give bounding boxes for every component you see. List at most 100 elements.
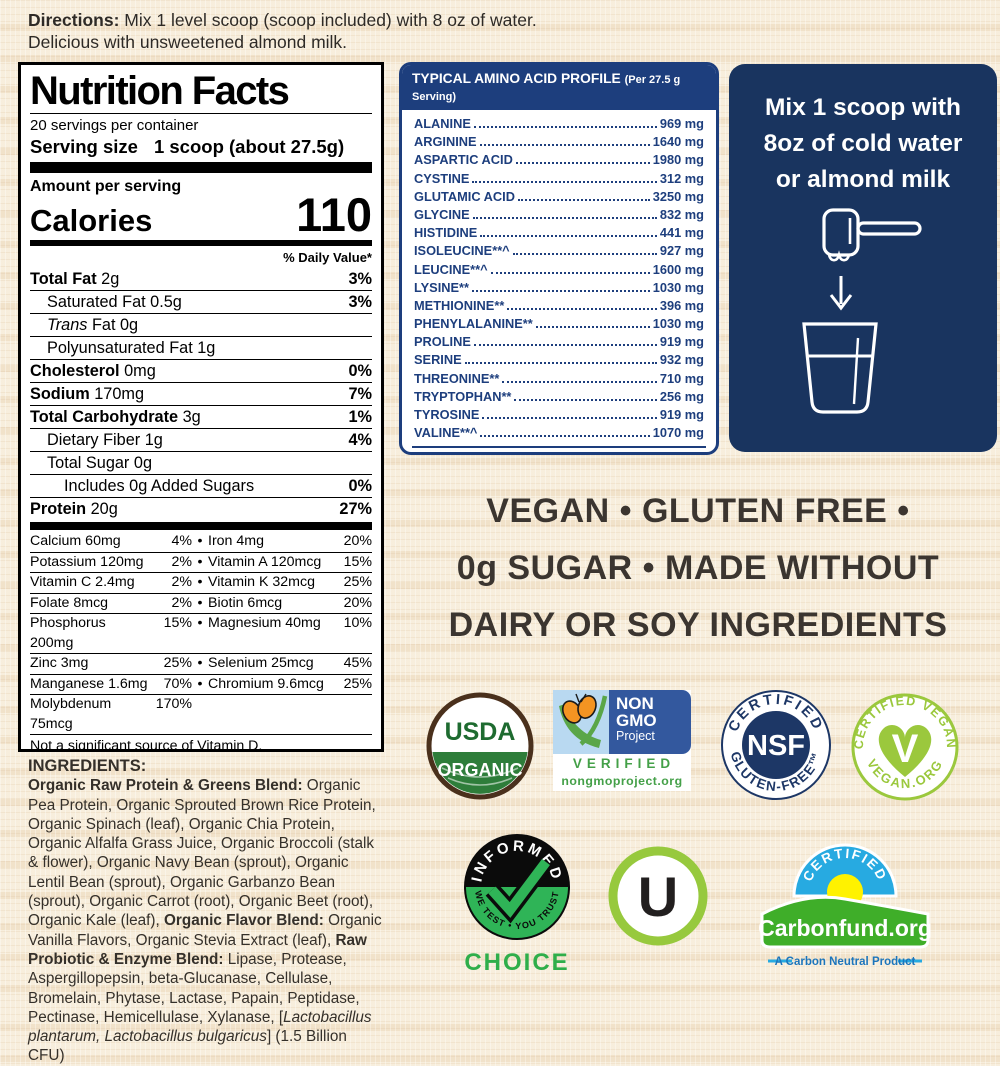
dot-leader xyxy=(535,326,650,329)
mix-line3: or almond milk xyxy=(775,166,951,193)
nutrition-facts-title: Nutrition Facts xyxy=(30,70,372,114)
amino-row: TYROSINE 919 mg xyxy=(414,407,704,422)
directions-line2: Delicious with unsweetened almond milk. xyxy=(28,31,348,52)
daily-value-header: % Daily Value* xyxy=(283,250,372,265)
usda-organic-badge: USDA ORGANIC xyxy=(424,690,536,807)
non-gmo-verified-label: VERIFIED xyxy=(553,754,691,774)
directions-text: Directions: Mix 1 level scoop (scoop inc… xyxy=(28,10,537,53)
nutrient-row: Cholesterol 0mg 0% xyxy=(30,359,372,382)
nutrient-row: Includes 0g Added Sugars 0% xyxy=(30,474,372,497)
nutrient-row: Total Fat 2g 3% xyxy=(30,270,372,288)
ou-kosher-badge: U xyxy=(606,844,710,953)
nutrient-row: Trans Fat 0g xyxy=(30,313,372,336)
dot-leader xyxy=(464,362,657,365)
amino-row: ALANINE 969 mg xyxy=(414,116,704,131)
ingredients-section: INGREDIENTS: Organic Raw Protein & Green… xyxy=(28,757,386,1066)
amino-profile-title: TYPICAL AMINO ACID PROFILE xyxy=(412,71,621,86)
ou-kosher-seal-icon: U xyxy=(608,846,708,946)
scoop-into-glass-icon xyxy=(802,208,922,414)
thick-divider xyxy=(30,162,372,173)
nutrient-row: Polyunsaturated Fat 1g xyxy=(30,336,372,359)
serving-size-label: Serving size xyxy=(30,136,138,157)
micronutrient-row: Calcium 60mg 4% • Iron 4mg 20% xyxy=(30,533,372,549)
product-claims: VEGAN • GLUTEN FREE • 0g SUGAR • MADE WI… xyxy=(400,483,996,654)
amino-row: ARGININE 1640 mg xyxy=(414,134,704,150)
dot-leader xyxy=(479,144,650,147)
amino-row: METHIONINE** 396 mg xyxy=(414,297,704,313)
svg-text:U: U xyxy=(638,865,678,928)
amino-row: HISTIDINE 441 mg xyxy=(414,225,704,241)
dot-leader xyxy=(480,235,657,238)
dot-leader xyxy=(480,435,650,438)
amino-profile-footnote: **Essential Amino Acids ^Branched Chain … xyxy=(412,446,706,452)
carbonfund-badge: CERTIFIED Carbonfund.org A Carbon Neutra… xyxy=(750,834,940,975)
amino-profile-subtitle: (Per 27.5 g Serving) xyxy=(412,74,681,103)
micronutrient-row: Manganese 1.6mg 70% • Chromium 9.6mcg 25% xyxy=(30,673,372,695)
informed-choice-label: CHOICE xyxy=(464,949,570,976)
claims-line3: DAIRY OR SOY INGREDIENTS xyxy=(448,606,948,644)
dot-leader xyxy=(514,398,657,401)
amino-row: SERINE 932 mg xyxy=(414,352,704,368)
amino-row: GLYCINE 832 mg xyxy=(414,206,704,222)
vegan-heart-icon: CERTIFIED VEGAN VEGAN.ORG V xyxy=(851,693,959,801)
amino-row: LEUCINE**^ 1600 mg xyxy=(414,261,704,277)
serving-size-value: 1 scoop (about 27.5g) xyxy=(153,136,345,157)
thick-divider xyxy=(30,522,372,530)
amino-row: LYSINE** 1030 mg xyxy=(414,279,704,295)
dot-leader xyxy=(472,216,657,219)
nsf-gluten-free-badge: CERTIFIED GLUTEN-FREE™ NSF xyxy=(719,688,833,807)
micronutrient-row: Phosphorus 200mg 15% • Magnesium 40mg 10% xyxy=(30,613,372,653)
dot-leader xyxy=(517,198,650,201)
amino-row: PROLINE 919 mg xyxy=(414,334,704,350)
servings-per-container: 20 servings per container xyxy=(30,117,199,134)
carbonfund-logo-icon: CERTIFIED Carbonfund.org A Carbon Neutra… xyxy=(758,843,932,968)
dot-leader xyxy=(507,307,657,310)
svg-text:ORGANIC: ORGANIC xyxy=(438,760,523,780)
calories-value: 110 xyxy=(296,188,372,241)
svg-text:V: V xyxy=(892,727,919,771)
certified-vegan-badge: CERTIFIED VEGAN VEGAN.ORG V xyxy=(849,691,961,808)
micronutrient-row: Folate 8mcg 2% • Biotin 6mcg 20% xyxy=(30,592,372,614)
serving-size-row: Serving size 1 scoop (about 27.5g) xyxy=(30,135,372,159)
directions-label: Directions: xyxy=(28,10,120,30)
svg-text:NSF: NSF xyxy=(747,730,805,762)
non-gmo-project-badge: NON GMO Project VERIFIED nongmoproject.o… xyxy=(553,690,691,791)
micronutrient-row: Zinc 3mg 25% • Selenium 25mcg 45% xyxy=(30,653,372,674)
amount-per-serving-label: Amount per serving xyxy=(30,178,182,195)
nutrient-row: Dietary Fiber 1g 4% xyxy=(30,428,372,451)
butterfly-icon xyxy=(553,690,609,754)
nutrient-row: Total Sugar 0g xyxy=(30,451,372,474)
thick-divider xyxy=(30,240,372,246)
amino-row: GLUTAMIC ACID 3250 mg xyxy=(414,188,704,204)
mix-line1: Mix 1 scoop with xyxy=(764,94,962,121)
amino-row: PHENYLALANINE** 1030 mg xyxy=(414,316,704,332)
dot-leader xyxy=(473,344,657,347)
nutrient-row: Sodium 170mg 7% xyxy=(30,382,372,405)
dot-leader xyxy=(482,417,657,419)
amino-row: THREONINE** 710 mg xyxy=(414,370,704,386)
svg-text:Carbonfund.org: Carbonfund.org xyxy=(758,915,932,941)
amino-profile-header: TYPICAL AMINO ACID PROFILE (Per 27.5 g S… xyxy=(402,65,716,110)
usda-organic-seal-icon: USDA ORGANIC xyxy=(426,692,534,800)
mix-instructions-box: Mix 1 scoop with 8oz of cold water or al… xyxy=(729,64,997,452)
mix-line2: 8oz of cold water xyxy=(763,130,963,157)
vitamin-d-note: Not a significant source of Vitamin D. xyxy=(30,734,372,749)
dot-leader xyxy=(515,162,650,165)
dot-leader xyxy=(472,289,650,292)
amino-row: TRYPTOPHAN** 256 mg xyxy=(414,388,704,404)
dot-leader xyxy=(502,380,657,383)
directions-line1: Directions: Mix 1 level scoop (scoop inc… xyxy=(28,10,537,30)
micronutrient-row: Potassium 120mg 2% • Vitamin A 120mcg 15% xyxy=(30,551,372,573)
amino-profile-body: ALANINE 969 mg ARGININE 1640 mg ASPARTIC A… xyxy=(402,110,716,443)
svg-text:USDA: USDA xyxy=(445,718,516,746)
non-gmo-top: NON GMO Project xyxy=(553,690,691,754)
nutrient-row: Protein 20g 27% xyxy=(30,497,372,520)
calories-row: Calories 110 xyxy=(30,188,372,241)
amino-row: ASPARTIC ACID 1980 mg xyxy=(414,152,704,168)
informed-choice-badge: INFORMED WE TEST • YOU TRUST CHOICE xyxy=(462,832,572,977)
amino-acid-profile-panel: TYPICAL AMINO ACID PROFILE (Per 27.5 g S… xyxy=(399,62,719,455)
dot-leader xyxy=(473,126,657,128)
ingredients-heading: INGREDIENTS: xyxy=(28,757,147,775)
svg-text:A Carbon Neutral Product: A Carbon Neutral Product xyxy=(775,956,916,968)
